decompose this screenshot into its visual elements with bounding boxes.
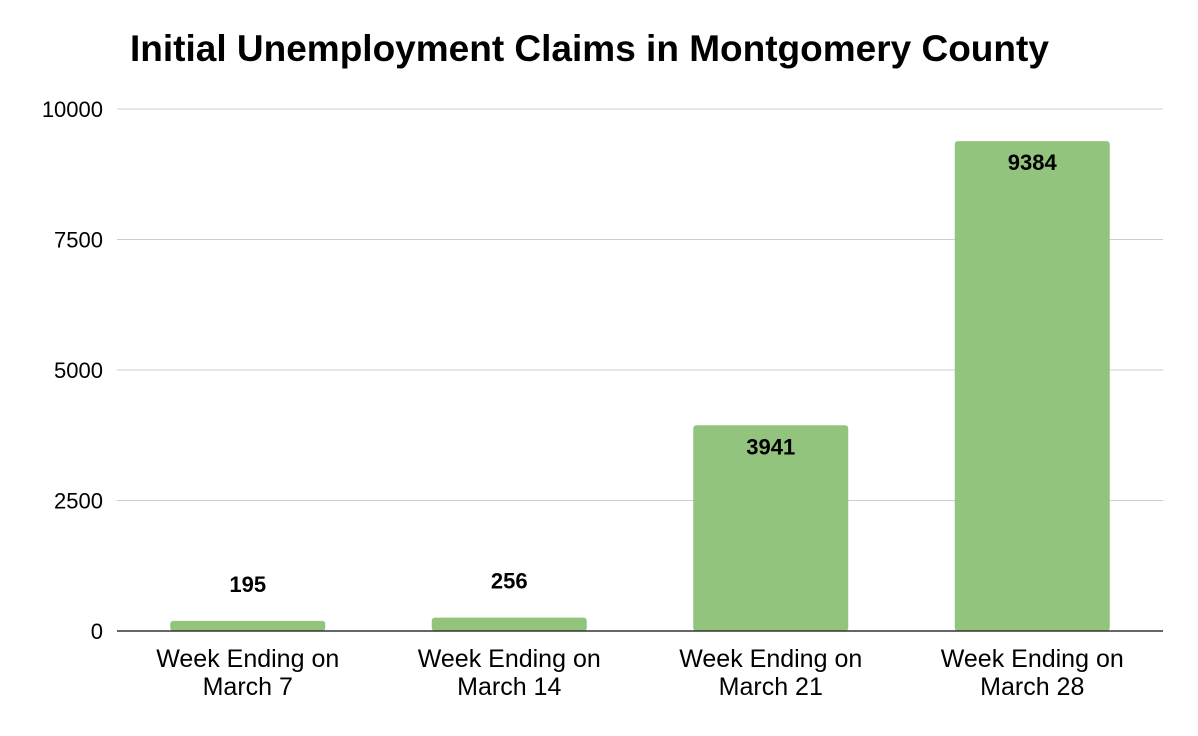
data-labels: 195 256 3941 9384 <box>229 150 1057 597</box>
x-tick-label: March 28 <box>980 673 1084 701</box>
bar <box>954 141 1110 631</box>
bar <box>170 620 326 631</box>
x-tick-label: March 7 <box>203 673 293 701</box>
bars <box>170 141 1110 631</box>
data-label: 3941 <box>746 434 795 459</box>
y-tick-label: 0 <box>91 619 103 644</box>
data-label: 195 <box>229 572 266 597</box>
y-tick-label: 7500 <box>54 228 103 253</box>
data-label: 256 <box>491 569 528 594</box>
x-tick-label: Week Ending on <box>941 645 1124 673</box>
x-tick-label: March 21 <box>719 673 823 701</box>
y-tick-label: 5000 <box>54 358 103 383</box>
bar <box>431 617 587 631</box>
chart-title: Initial Unemployment Claims in Montgomer… <box>130 28 1049 69</box>
data-label: 9384 <box>1008 150 1058 175</box>
x-tick-label: Week Ending on <box>679 645 862 673</box>
y-axis-tick-labels: 0 2500 5000 7500 10000 <box>42 97 103 644</box>
bar <box>693 425 849 631</box>
y-tick-label: 2500 <box>54 489 103 514</box>
y-tick-label: 10000 <box>42 97 103 122</box>
x-tick-label: Week Ending on <box>156 645 339 673</box>
x-tick-label: March 14 <box>457 673 561 701</box>
x-tick-label: Week Ending on <box>418 645 601 673</box>
